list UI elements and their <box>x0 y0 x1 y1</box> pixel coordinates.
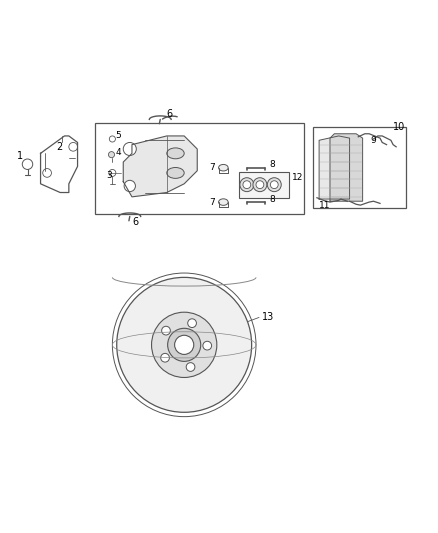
Text: 9: 9 <box>371 136 376 145</box>
Polygon shape <box>319 136 350 199</box>
Ellipse shape <box>219 165 228 171</box>
Circle shape <box>161 353 170 362</box>
Text: 2: 2 <box>56 142 62 152</box>
Circle shape <box>270 181 278 189</box>
Bar <box>313 127 406 208</box>
Text: 8: 8 <box>269 195 275 204</box>
Text: 10: 10 <box>393 122 405 132</box>
Text: 8: 8 <box>269 160 275 169</box>
Circle shape <box>109 151 115 158</box>
Circle shape <box>256 181 264 189</box>
Circle shape <box>69 142 78 151</box>
Circle shape <box>243 181 251 189</box>
Text: 4: 4 <box>116 148 121 157</box>
Circle shape <box>203 341 212 350</box>
Text: 7: 7 <box>209 163 215 172</box>
Text: 13: 13 <box>261 312 274 321</box>
Circle shape <box>110 136 116 142</box>
Ellipse shape <box>167 148 184 159</box>
Text: 1: 1 <box>17 150 23 160</box>
Circle shape <box>123 142 136 156</box>
Polygon shape <box>330 134 363 201</box>
Circle shape <box>162 326 170 335</box>
Text: 7: 7 <box>209 198 215 207</box>
Text: 3: 3 <box>106 171 112 180</box>
Text: 12: 12 <box>292 173 304 182</box>
Circle shape <box>240 177 254 192</box>
Text: 6: 6 <box>166 109 172 119</box>
Circle shape <box>22 159 33 169</box>
Bar <box>95 123 304 214</box>
Circle shape <box>188 319 196 327</box>
Circle shape <box>186 362 195 372</box>
Circle shape <box>43 168 51 177</box>
Circle shape <box>152 312 217 377</box>
Text: 5: 5 <box>116 132 121 140</box>
Bar <box>239 172 289 198</box>
Circle shape <box>117 277 252 413</box>
Circle shape <box>175 335 194 354</box>
Circle shape <box>253 177 267 192</box>
Ellipse shape <box>219 199 228 205</box>
Ellipse shape <box>167 167 184 179</box>
Text: 6: 6 <box>132 217 138 227</box>
Polygon shape <box>123 136 197 197</box>
Circle shape <box>109 169 116 176</box>
Text: 11: 11 <box>319 201 331 210</box>
Circle shape <box>267 177 281 192</box>
Circle shape <box>124 180 135 192</box>
Circle shape <box>168 328 201 361</box>
